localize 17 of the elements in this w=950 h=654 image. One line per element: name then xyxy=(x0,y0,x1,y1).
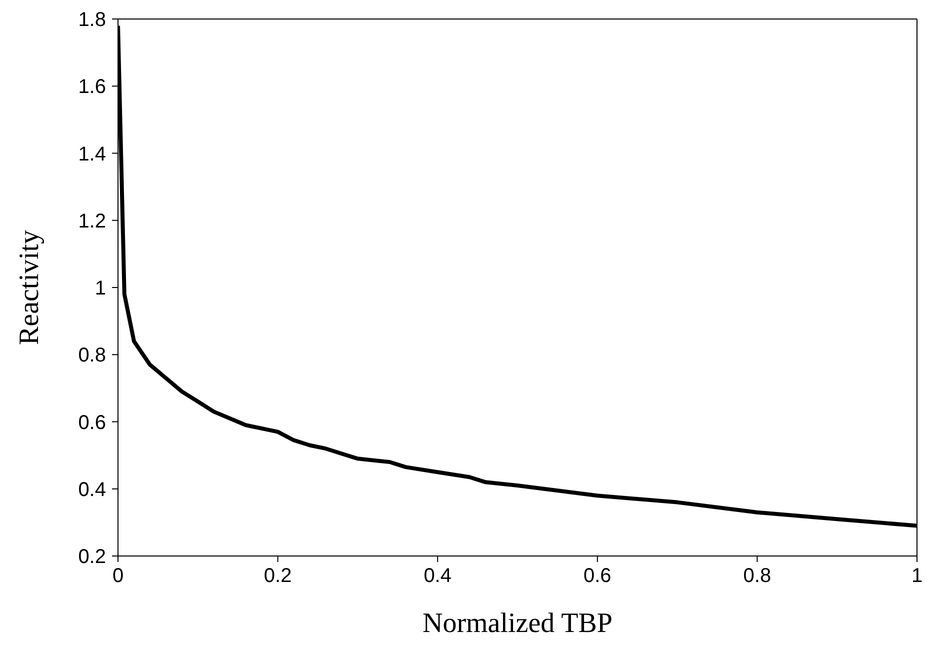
x-tick-label: 0.8 xyxy=(743,565,772,588)
x-tick-label: 1 xyxy=(911,565,923,588)
x-axis-title: Normalized TBP xyxy=(422,608,613,639)
x-tick-label: 0.6 xyxy=(583,565,612,588)
y-tick-label: 0.2 xyxy=(78,546,106,568)
y-tick-label: 0.6 xyxy=(78,412,106,434)
y-tick-label: 1 xyxy=(94,278,106,300)
y-tick-label: 0.8 xyxy=(78,344,106,367)
x-tick-label: 0.2 xyxy=(264,565,292,588)
x-tick-label: 0.4 xyxy=(424,565,452,588)
y-tick-label: 1.2 xyxy=(78,210,106,232)
y-axis-title: Reactivity xyxy=(14,230,45,346)
y-tick-label: 1.4 xyxy=(78,143,106,166)
y-tick-label: 0.4 xyxy=(78,478,106,501)
x-tick-label: 0 xyxy=(112,565,124,588)
y-tick-label: 1.8 xyxy=(78,9,106,32)
y-tick-label: 1.6 xyxy=(78,76,106,98)
